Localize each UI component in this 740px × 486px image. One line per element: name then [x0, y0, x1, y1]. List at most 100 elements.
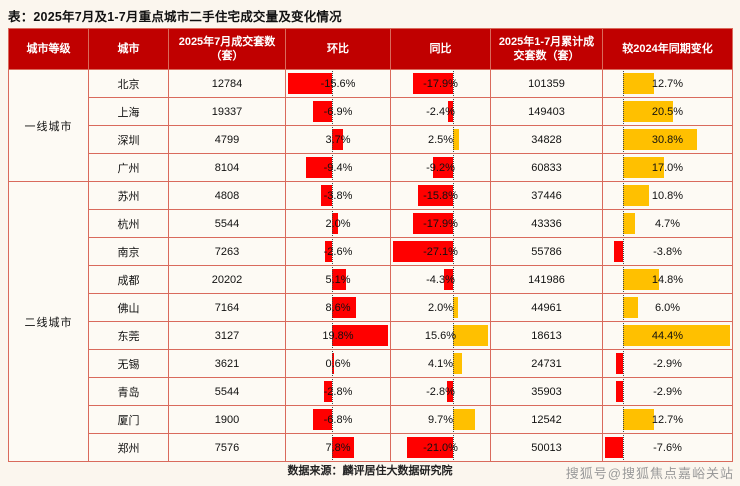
zero-axis	[623, 182, 625, 209]
cum-units-cell: 12542	[490, 405, 603, 434]
cum-units-cell: 37446	[490, 181, 603, 210]
zero-axis	[623, 350, 625, 377]
zero-axis	[332, 322, 334, 349]
city-cell: 青岛	[88, 377, 169, 406]
percent-value: 10.8%	[651, 189, 684, 202]
vs2024-cell: -3.8%	[602, 237, 733, 266]
zero-axis	[453, 238, 455, 265]
data-bar-negative	[312, 101, 333, 122]
yoy-cell: -17.9%	[390, 69, 491, 98]
table-row: 东莞 3127 19.8% 15.6% 18613 44.4%	[9, 321, 733, 350]
percent-value: 2.5%	[427, 133, 454, 146]
mom-cell: -9.4%	[285, 153, 391, 182]
data-bar-positive	[623, 409, 654, 430]
data-source-note: 数据来源：麟评居住大数据研究院	[287, 465, 453, 477]
jul-units-cell: 5544	[168, 209, 286, 238]
zero-axis	[453, 378, 455, 405]
percent-value: -21.0%	[423, 441, 458, 454]
percent-value: 6.0%	[654, 301, 681, 314]
data-bar-positive	[623, 213, 635, 234]
zero-axis	[623, 434, 625, 461]
jul-units-cell: 4808	[168, 181, 286, 210]
jul-units-cell: 7576	[168, 433, 286, 462]
jul-units-cell: 3127	[168, 321, 286, 350]
data-bar-positive	[332, 325, 388, 346]
zero-axis	[453, 322, 455, 349]
table-row: 二线城市 苏州 4808 -3.8% -15.8% 37446 10.8%	[8, 181, 733, 462]
percent-value: -3.8%	[653, 245, 682, 258]
yoy-cell: 4.1%	[390, 349, 491, 378]
table-row: 一线城市 北京 12784 -15.6% -17.9% 101359 12.7%	[8, 69, 733, 182]
percent-value: -27.1%	[423, 245, 458, 258]
mom-cell: -15.6%	[285, 69, 391, 98]
table-row: 上海 19337 -6.9% -2.4% 149403 20.5%	[9, 97, 733, 126]
data-bar-negative	[393, 241, 454, 262]
zero-axis	[453, 70, 455, 97]
percent-value: -15.8%	[423, 189, 458, 202]
cum-units-cell: 60833	[490, 153, 603, 182]
zero-axis	[332, 406, 334, 433]
percent-value: -6.8%	[323, 413, 353, 426]
data-bar-negative	[447, 101, 454, 122]
percent-value: -2.9%	[653, 385, 682, 398]
data-bar-positive	[453, 353, 463, 374]
percent-value: -6.9%	[323, 105, 353, 118]
percent-value: 4.1%	[427, 357, 454, 370]
percent-value: 7.8%	[325, 441, 351, 454]
mom-cell: 5.1%	[285, 265, 391, 294]
zero-axis	[332, 294, 334, 321]
watermark: 搜狐号@搜狐焦点嘉峪关站	[565, 466, 734, 481]
zero-axis	[623, 406, 625, 433]
zero-axis	[332, 350, 334, 377]
percent-value: 15.6%	[424, 329, 457, 342]
zero-axis	[332, 434, 334, 461]
yoy-cell: -17.9%	[390, 209, 491, 238]
percent-value: -2.9%	[653, 357, 682, 370]
zero-axis	[453, 294, 455, 321]
zero-axis	[623, 98, 625, 125]
mom-cell: 19.8%	[285, 321, 391, 350]
yoy-cell: -21.0%	[390, 433, 491, 462]
cum-units-cell: 50013	[490, 433, 603, 462]
data-bar-negative	[406, 437, 454, 458]
data-bar-negative	[288, 73, 333, 94]
zero-axis	[453, 154, 455, 181]
mom-cell: 7.8%	[285, 433, 391, 462]
city-cell: 佛山	[88, 293, 169, 322]
table-row: 南京 7263 -2.6% -27.1% 55786 -3.8%	[9, 237, 733, 266]
data-bar-negative	[305, 157, 333, 178]
table-row: 佛山 7164 8.6% 2.0% 44961 6.0%	[9, 293, 733, 322]
zero-axis	[623, 378, 625, 405]
data-bar-positive	[332, 269, 347, 290]
column-header-tier: 城市等级	[8, 28, 89, 70]
table-body: 一线城市 北京 12784 -15.6% -17.9% 101359 12.7% 上海 1933…	[8, 69, 733, 462]
jul-units-cell: 19337	[168, 97, 286, 126]
table-header: 城市等级 城市 2025年7月成交套数（套） 环比 同比 2025年1-7月累计…	[8, 28, 733, 70]
data-bar-positive	[332, 297, 357, 318]
city-cell: 郑州	[88, 433, 169, 462]
mom-cell: 0.6%	[285, 349, 391, 378]
jul-units-cell: 7263	[168, 237, 286, 266]
zero-axis	[623, 70, 625, 97]
city-cell: 上海	[88, 97, 169, 126]
jul-units-cell: 7164	[168, 293, 286, 322]
percent-value: 12.7%	[651, 413, 684, 426]
table-row: 广州 8104 -9.4% -9.2% 60833 17.0%	[9, 153, 733, 182]
city-cell: 成都	[88, 265, 169, 294]
zero-axis	[453, 210, 455, 237]
percent-value: -17.9%	[423, 217, 458, 230]
column-header-vs-2024: 较2024年同期变化	[602, 28, 733, 70]
column-header-jul-units: 2025年7月成交套数（套）	[168, 28, 286, 70]
percent-value: -9.2%	[426, 161, 455, 174]
jul-units-cell: 8104	[168, 153, 286, 182]
yoy-cell: -9.2%	[390, 153, 491, 182]
city-cell: 苏州	[88, 181, 169, 210]
cum-units-cell: 55786	[490, 237, 603, 266]
table-title: 表：2025年7月及1-7月重点城市二手住宅成交量及变化情况	[8, 10, 342, 24]
yoy-cell: -4.3%	[390, 265, 491, 294]
vs2024-cell: 6.0%	[602, 293, 733, 322]
mom-cell: -3.8%	[285, 181, 391, 210]
percent-value: 8.6%	[325, 301, 351, 314]
percent-value: 2.0%	[325, 217, 351, 230]
